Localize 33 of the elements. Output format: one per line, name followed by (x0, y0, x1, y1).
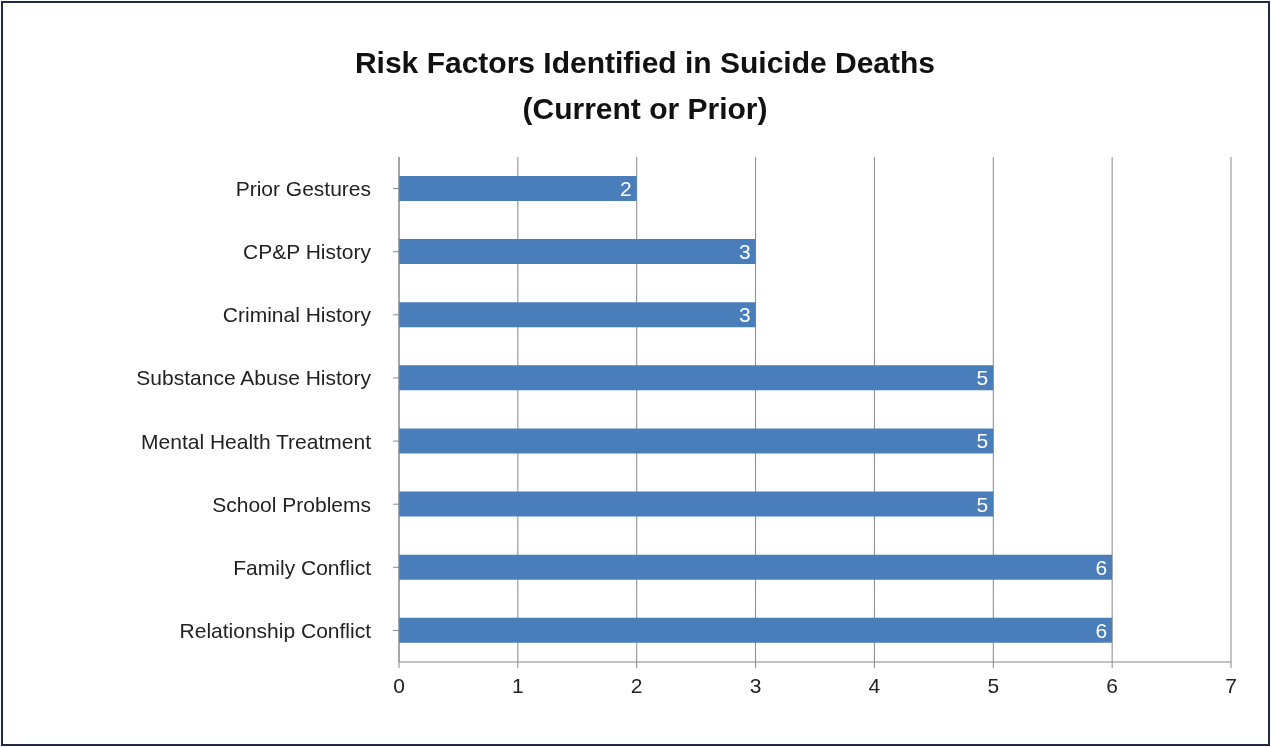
bar (399, 617, 1113, 643)
bar (399, 365, 994, 391)
bar (399, 428, 994, 454)
x-tick-label: 0 (393, 673, 405, 697)
y-tick-label: Mental Health Treatment (141, 429, 372, 453)
y-tick-label: Relationship Conflict (179, 618, 372, 642)
bar (399, 175, 637, 201)
y-tick-label: CP&P History (243, 240, 372, 264)
y-tick-label: Family Conflict (233, 555, 372, 579)
y-tick-label: Criminal History (222, 303, 372, 327)
bar (399, 239, 756, 265)
y-tick-label: Prior Gestures (235, 177, 371, 201)
bar (399, 302, 756, 328)
x-tick-label: 2 (630, 673, 643, 697)
data-label: 6 (1095, 618, 1108, 642)
data-label: 5 (976, 366, 989, 390)
x-tick-label: 1 (512, 673, 524, 697)
data-label: 6 (1095, 555, 1108, 579)
x-tick-label: 3 (749, 673, 762, 697)
x-tick-label: 6 (1106, 673, 1118, 697)
y-tick-label: Substance Abuse History (136, 366, 372, 390)
bar (399, 491, 994, 517)
data-label: 3 (738, 303, 751, 327)
data-label: 5 (976, 492, 989, 516)
x-tick-label: 5 (987, 673, 1000, 697)
data-label: 3 (738, 240, 751, 264)
x-tick-label: 7 (1225, 673, 1237, 697)
x-tick-label: 4 (868, 673, 881, 697)
data-label: 5 (976, 429, 989, 453)
bar (399, 554, 1113, 580)
data-label: 2 (620, 176, 632, 200)
chart-title: Risk Factors Identified in Suicide Deaths (Current or Prior) (353, 45, 937, 127)
y-tick-label: School Problems (212, 492, 371, 516)
